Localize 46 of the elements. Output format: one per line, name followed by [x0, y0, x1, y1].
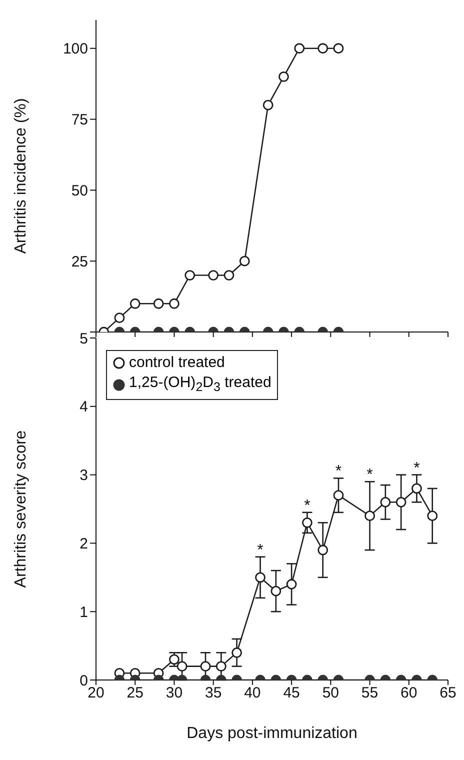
x-tick-label: 30: [166, 684, 183, 702]
point: [294, 43, 305, 54]
legend-label: 1,25-(OH)$_{2}$D$_{3}$ treated: [129, 373, 272, 396]
x-tick-label: 35: [204, 684, 222, 702]
legend-label: control treated: [129, 353, 225, 373]
x-tick-label: 50: [322, 684, 340, 702]
y-tick-label: 0: [80, 672, 88, 690]
point: [364, 510, 375, 522]
y-axis-title: Arthritis incidence (%): [12, 98, 30, 254]
point: [270, 586, 282, 596]
point: [396, 496, 406, 508]
y-axis-title: Arthritis severity score: [12, 430, 30, 588]
y-tick-label: 25: [71, 253, 88, 270]
x-tick-label: 40: [244, 684, 261, 702]
point: [412, 483, 422, 494]
point: [302, 517, 312, 528]
point: [318, 544, 328, 556]
point: [333, 43, 344, 54]
point: [262, 100, 274, 110]
x-tick-label: 20: [88, 684, 104, 702]
y-tick-label: 100: [62, 40, 88, 58]
point: [278, 72, 289, 82]
point: [318, 43, 328, 54]
x-axis-title: Days post-immunization: [186, 725, 358, 742]
point: [427, 510, 438, 522]
point: [333, 490, 344, 501]
y-tick-label: 2: [80, 536, 88, 553]
x-tick-label: 55: [361, 684, 378, 702]
annotation: *: [335, 463, 342, 480]
x-tick-label: 25: [126, 684, 144, 702]
y-tick-label: 50: [71, 182, 88, 200]
annotation: *: [257, 542, 264, 559]
annotation: *: [414, 460, 420, 477]
x-tick-label: 45: [283, 684, 300, 702]
y-tick-label: 3: [80, 467, 88, 484]
y-tick-label: 75: [71, 112, 88, 129]
annotation: *: [304, 497, 310, 514]
y-tick-label: 4: [80, 398, 88, 416]
x-tick-label: 60: [400, 684, 418, 702]
point: [255, 572, 266, 583]
x-tick-label: 65: [440, 684, 456, 702]
y-tick-label: 5: [80, 330, 88, 348]
point: [286, 579, 297, 590]
annotation: *: [366, 466, 373, 484]
y-tick-label: 1: [80, 604, 88, 621]
point: [380, 496, 391, 508]
